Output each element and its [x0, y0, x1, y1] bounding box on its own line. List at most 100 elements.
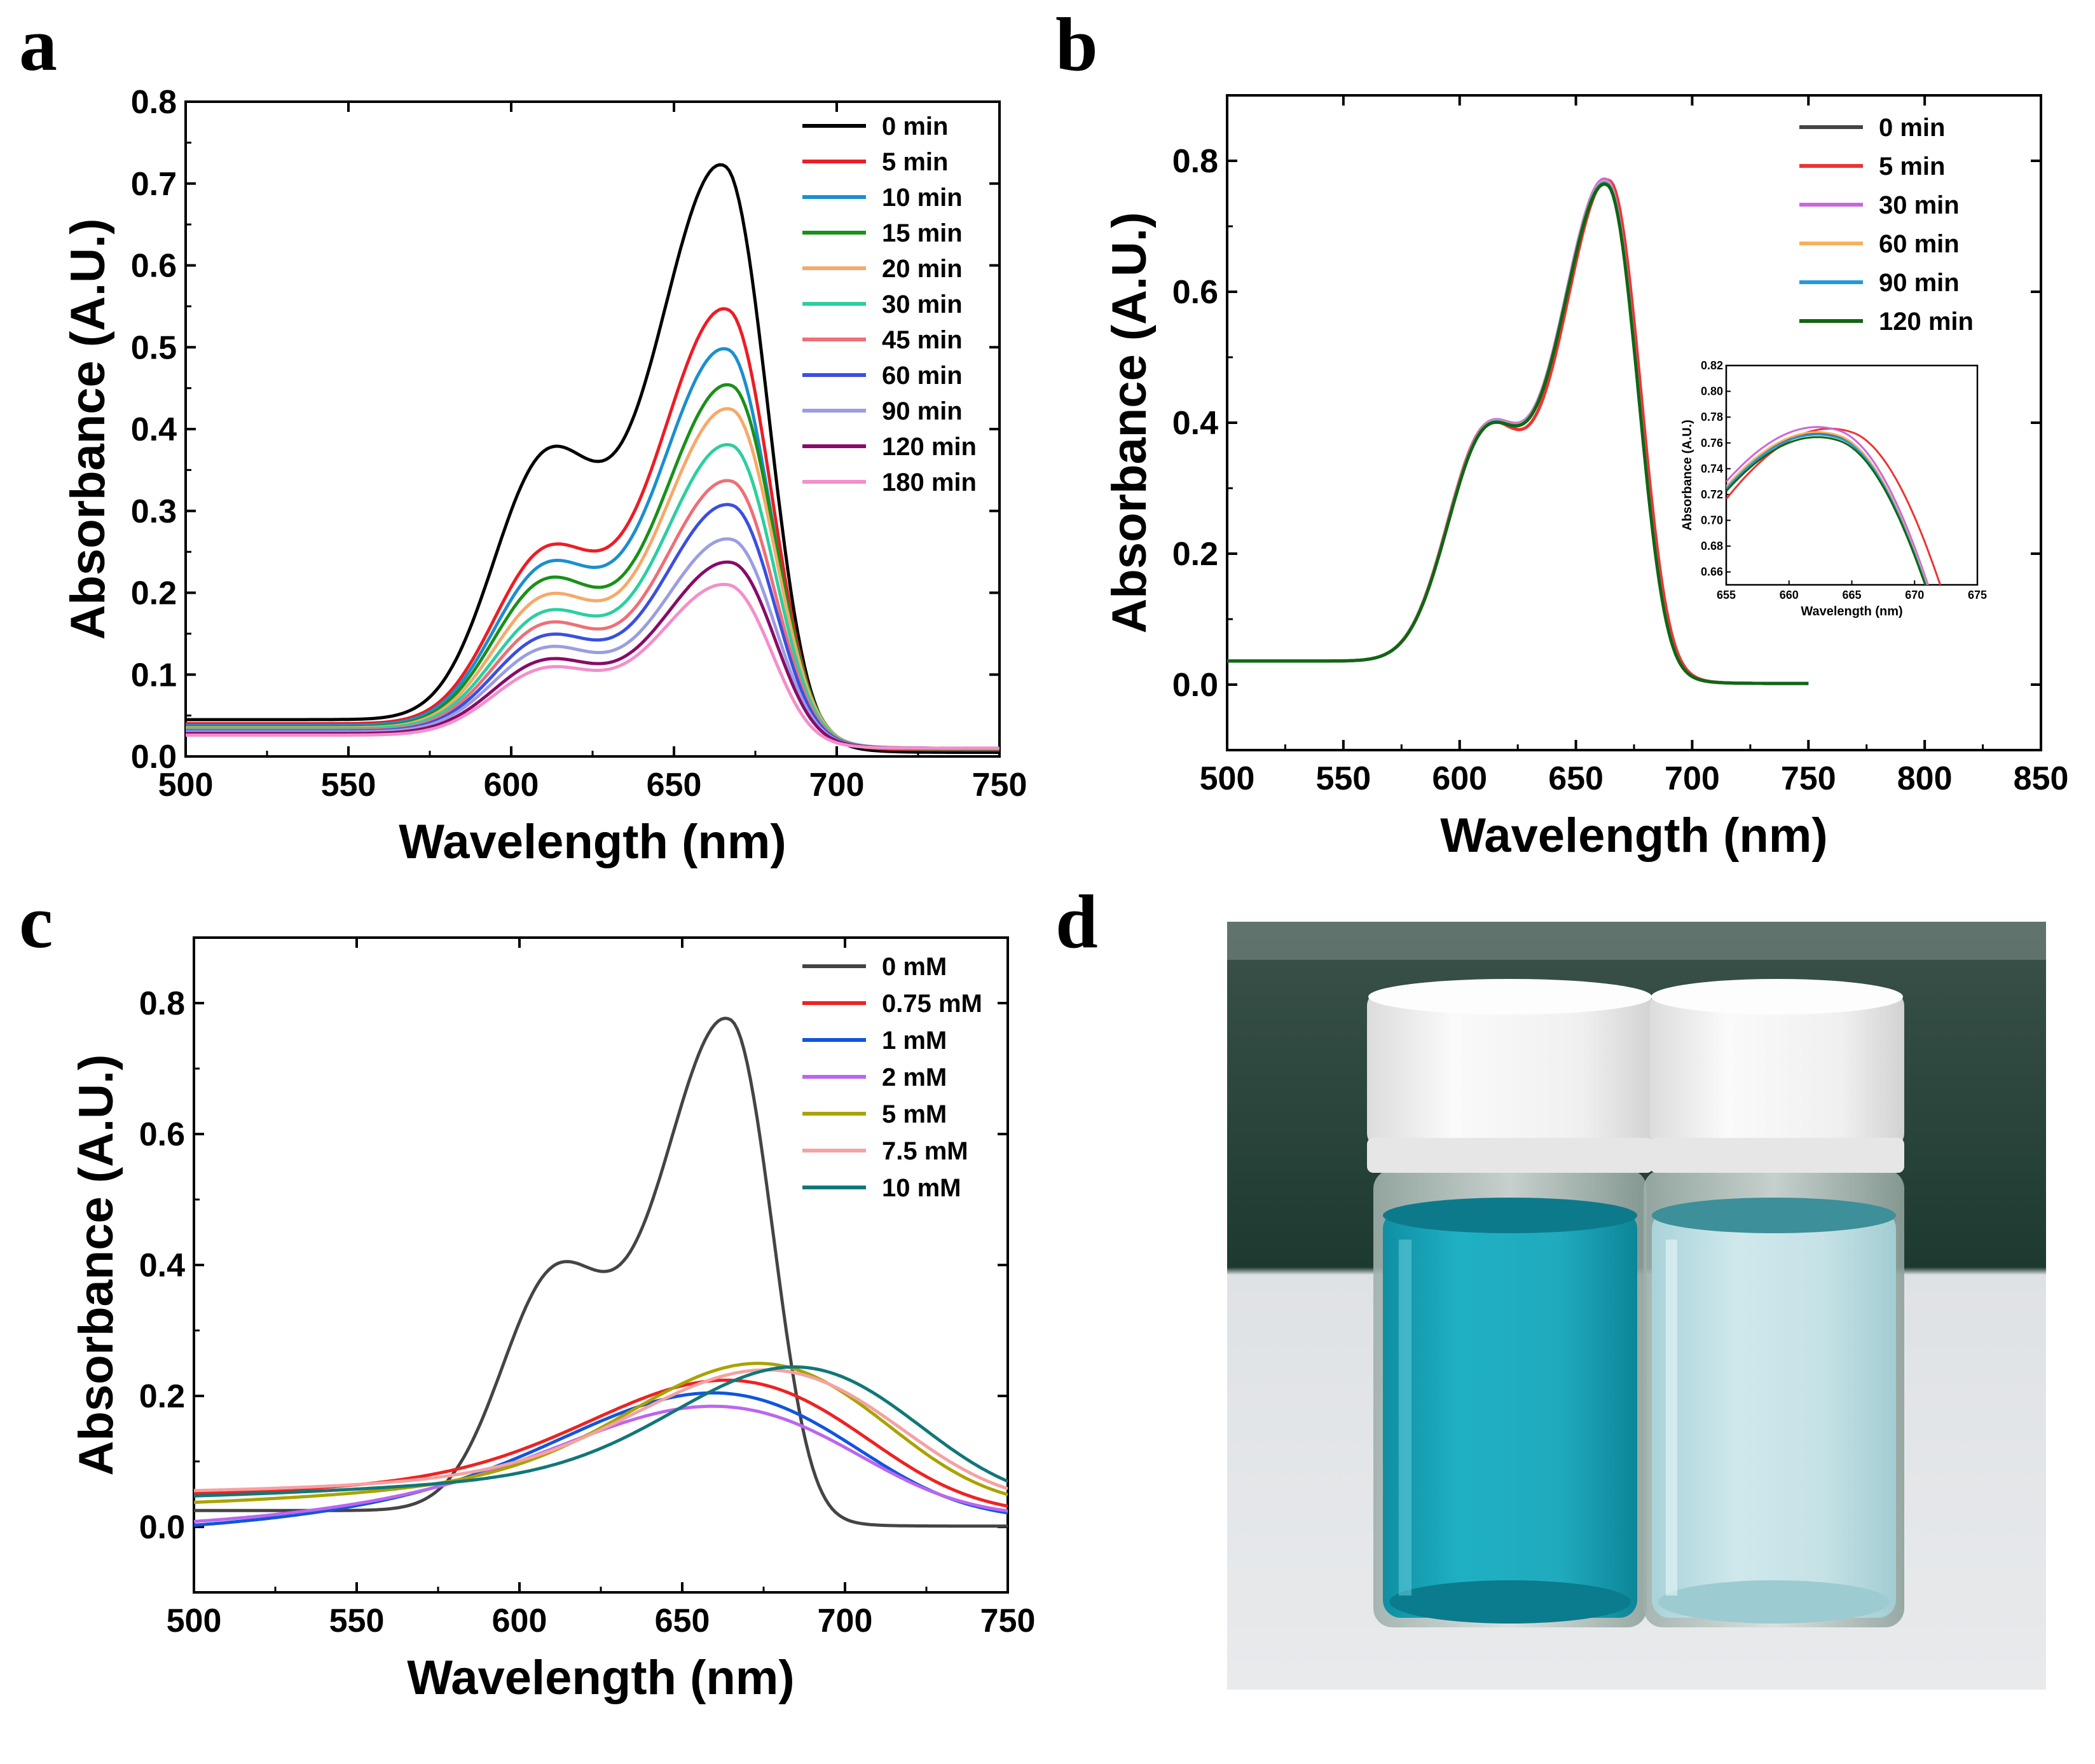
series-line — [186, 347, 999, 751]
inset-series-line — [1726, 436, 1927, 585]
legend-label: 5 min — [1879, 153, 1945, 181]
x-tick-label: 750 — [972, 767, 1027, 803]
legend-label: 60 min — [1879, 230, 1960, 258]
x-tick-label: 550 — [321, 767, 376, 803]
inset-y-tick-label: 0.82 — [1701, 359, 1723, 372]
y-tick-label: 0.2 — [131, 575, 177, 612]
chart-c: 500 550 600 650 700 750 0.0 0.2 0.4 0.6 0.8 Wavelen… — [69, 936, 1036, 1705]
inset-x-tick-label: 660 — [1780, 589, 1799, 601]
chart-a: 500 550 600 650 700 750 0.0 0.1 0.2 0.3 0.4 0.5 0.6 0… — [61, 84, 1027, 869]
panel-letter-c: c — [19, 879, 53, 964]
inset-series-line — [1726, 432, 1928, 585]
y-tick-label: 0.3 — [131, 493, 177, 530]
y-tick-label: 0.0 — [139, 1509, 185, 1546]
vials-photo — [1227, 922, 2046, 1690]
legend-label: 10 min — [882, 184, 963, 212]
series-line — [1227, 180, 1809, 685]
series-line — [1227, 177, 1809, 685]
x-tick-label: 600 — [484, 767, 539, 803]
legend-label: 5 min — [882, 148, 948, 176]
inset-x-tick-label: 670 — [1905, 589, 1924, 601]
plot-frame — [184, 100, 1001, 758]
x-tick-label: 750 — [980, 1603, 1036, 1639]
y-axis-title: Absorbance (A.U.) — [69, 1055, 123, 1476]
panel-letter-d: d — [1055, 879, 1098, 964]
y-tick-label: 0.2 — [139, 1378, 185, 1415]
inset-y-tick-label: 0.76 — [1701, 437, 1723, 449]
y-axis-title: Absorbance (A.U.) — [61, 219, 115, 640]
series-line — [1227, 178, 1809, 685]
x-tick-label: 750 — [1781, 760, 1836, 797]
series-line — [1227, 182, 1809, 685]
inset-frame — [1725, 364, 1979, 586]
legend-label: 0 min — [1879, 114, 1945, 142]
series-line — [186, 307, 999, 752]
inset-y-tick-label: 0.66 — [1701, 566, 1723, 578]
panel-letter-a: a — [19, 2, 57, 86]
y-tick-label: 0.0 — [1172, 667, 1218, 704]
series-line — [194, 1365, 1008, 1498]
chart-b: 500 550 600 650 700 750 800 850 0.0 0.2 0.4 0.6 0.8 W… — [1102, 94, 2069, 863]
inset-x-tick-label: 665 — [1842, 589, 1861, 601]
legend-label: 180 min — [882, 468, 977, 496]
y-tick-label: 0.2 — [1172, 536, 1218, 573]
y-tick-label: 0.4 — [139, 1247, 185, 1284]
legend-label: 0 min — [882, 113, 948, 140]
legend-label: 2 mM — [882, 1063, 947, 1091]
y-tick-label: 0.6 — [1172, 274, 1218, 311]
y-tick-label: 0.6 — [139, 1116, 185, 1153]
legend-label: 5 mM — [882, 1100, 947, 1128]
inset-y-title: Absorbance (A.U.) — [1680, 420, 1694, 530]
inset-series-line — [1726, 434, 1927, 585]
left-vial — [1367, 979, 1653, 1627]
x-axis-title: Wavelength (nm) — [399, 815, 786, 869]
inset-y-tick-label: 0.78 — [1701, 411, 1723, 423]
x-tick-label: 500 — [167, 1603, 222, 1639]
legend-label: 20 min — [882, 255, 963, 283]
legend-label: 30 min — [1879, 191, 1960, 219]
series-line — [194, 1362, 1008, 1504]
x-tick-label: 500 — [158, 767, 214, 803]
x-axis-title: Wavelength (nm) — [407, 1651, 794, 1705]
panel-letter-b: b — [1055, 2, 1098, 86]
x-tick-label: 650 — [655, 1603, 710, 1639]
y-tick-label: 0.5 — [131, 329, 177, 366]
x-tick-label: 600 — [1432, 760, 1487, 797]
x-axis-title: Wavelength (nm) — [1440, 809, 1827, 863]
series-line — [186, 442, 999, 750]
legend-label: 0 mM — [882, 953, 947, 981]
x-tick-label: 700 — [818, 1603, 873, 1639]
legend-label: 1 mM — [882, 1027, 947, 1055]
inset-series-line — [1726, 427, 1942, 585]
series-line — [194, 1368, 1008, 1493]
x-tick-label: 650 — [647, 767, 702, 803]
legend-label: 90 min — [1879, 269, 1960, 297]
legend-label: 10 mM — [882, 1174, 961, 1202]
series-line — [186, 163, 999, 755]
y-axis-title: Absorbance (A.U.) — [1102, 212, 1157, 634]
x-tick-label: 650 — [1548, 760, 1604, 797]
y-tick-label: 0.0 — [131, 739, 177, 776]
x-tick-label: 850 — [2014, 760, 2069, 797]
inset-x-tick-label: 675 — [1968, 589, 1987, 601]
series-line — [186, 537, 999, 750]
inset-series-line — [1726, 431, 1928, 585]
legend-label: 30 min — [882, 291, 963, 318]
y-tick-label: 0.8 — [1172, 143, 1218, 180]
inset-y-tick-label: 0.80 — [1701, 385, 1723, 398]
inset-y-tick-label: 0.68 — [1701, 540, 1723, 552]
legend-label: 60 min — [882, 362, 963, 390]
legend-label: 120 min — [1879, 308, 1974, 336]
inset-y-tick-label: 0.74 — [1701, 462, 1723, 475]
y-tick-label: 0.7 — [131, 166, 177, 203]
x-tick-label: 800 — [1897, 760, 1953, 797]
x-tick-label: 700 — [809, 767, 865, 803]
inset-y-tick-label: 0.70 — [1701, 514, 1723, 527]
series-line — [1227, 181, 1809, 685]
inset-series-line — [1726, 426, 1929, 585]
x-tick-label: 600 — [492, 1603, 547, 1639]
legend-label: 0.75 mM — [882, 990, 982, 1018]
y-tick-label: 0.8 — [139, 985, 185, 1022]
x-tick-label: 550 — [1315, 760, 1371, 797]
